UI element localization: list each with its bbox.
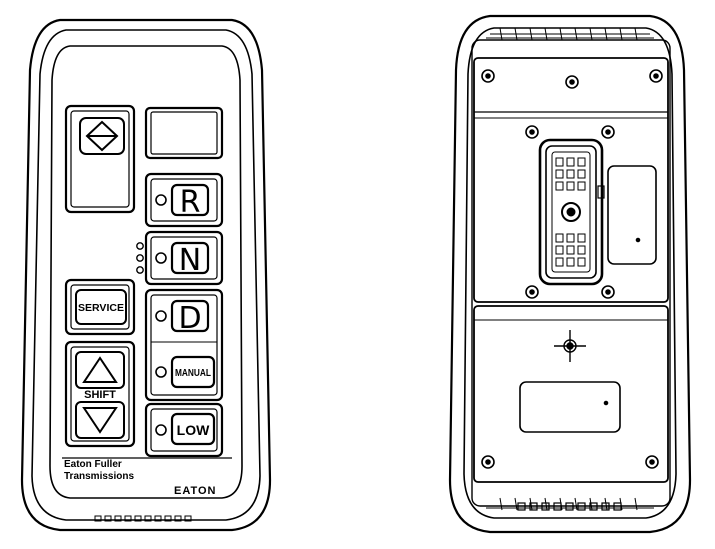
back-housing-outer (448, 14, 692, 534)
brand-line-1: Eaton Fuller (64, 459, 122, 470)
front-housing-inner (31, 29, 261, 521)
upper-cover-plate (473, 57, 669, 303)
drive-indicator-led (155, 310, 167, 322)
service-label: SERVICE (78, 303, 124, 314)
drive-label: D (178, 301, 201, 336)
front-bezel (49, 45, 243, 499)
back-bottom-slots (517, 502, 622, 511)
shift-up-arrow-icon (82, 356, 118, 383)
upper-label-plate (607, 165, 657, 265)
low-indicator-led (155, 424, 167, 436)
shift-down-arrow-icon (82, 407, 118, 434)
back-view (448, 14, 692, 534)
manual-indicator-led (155, 366, 167, 378)
up-down-arrow-icon (85, 120, 119, 152)
back-bottom-serration (486, 497, 654, 511)
lower-label-plate (519, 381, 621, 433)
shift-label: SHIFT (84, 389, 116, 401)
drive-manual-panel (144, 288, 224, 402)
up-down-toggle-button[interactable] (64, 104, 136, 214)
reverse-indicator-led (155, 194, 167, 206)
shift-rocker (64, 340, 136, 448)
front-housing-outer (20, 18, 272, 532)
shift-up-button[interactable] (75, 351, 125, 389)
eaton-logo: EATON (174, 485, 217, 497)
brand-line-2: Transmissions (64, 471, 134, 482)
neutral-button[interactable] (144, 230, 224, 286)
back-housing-inner (463, 27, 677, 519)
mounting-screws (481, 69, 663, 469)
shift-down-button[interactable] (75, 401, 125, 439)
service-button[interactable] (64, 278, 136, 336)
front-bottom-slots (94, 515, 192, 522)
neutral-indicator-led (155, 252, 167, 264)
front-view (20, 18, 272, 532)
drive-button[interactable] (155, 299, 210, 333)
back-top-serration (486, 27, 654, 41)
manual-button[interactable] (155, 355, 216, 389)
wiring-connector (538, 138, 605, 286)
low-label: LOW (177, 422, 210, 438)
reverse-label: R (180, 185, 201, 220)
low-button[interactable] (144, 402, 224, 458)
display-window (144, 106, 224, 160)
neutral-label: N (179, 243, 201, 278)
manual-label: MANUAL (175, 368, 211, 379)
neutral-side-leds (136, 242, 144, 274)
crosshair-mount-icon (554, 330, 586, 362)
reverse-button[interactable] (144, 172, 224, 228)
lower-cover-plate (473, 305, 669, 483)
